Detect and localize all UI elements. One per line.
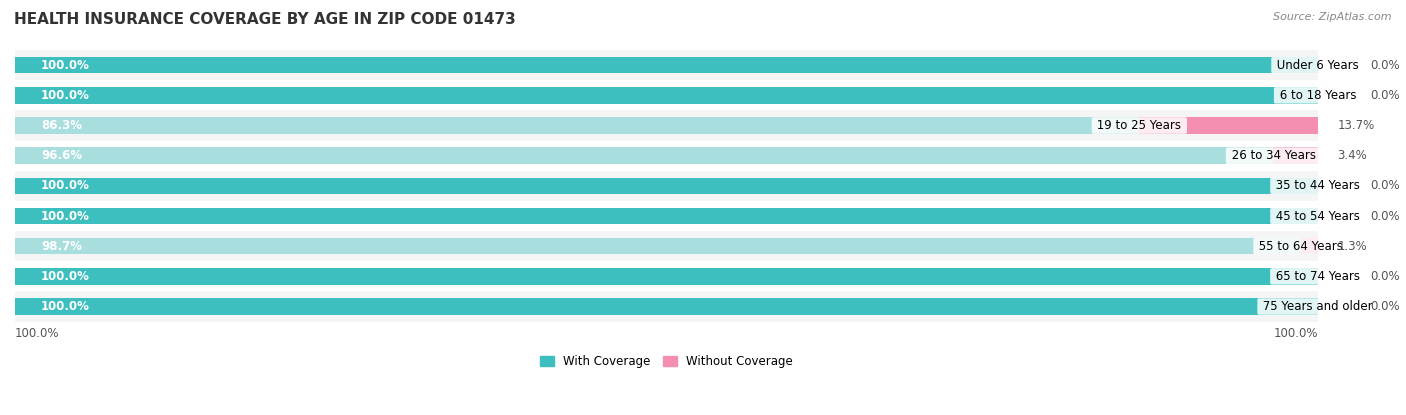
Text: 0.0%: 0.0% xyxy=(1369,300,1399,313)
Bar xyxy=(15,147,1274,164)
Text: 0.0%: 0.0% xyxy=(1369,179,1399,192)
Bar xyxy=(15,208,1317,224)
Text: 19 to 25 Years: 19 to 25 Years xyxy=(1094,119,1185,132)
Bar xyxy=(1317,87,1350,104)
Text: 0.0%: 0.0% xyxy=(1369,210,1399,222)
Text: 100.0%: 100.0% xyxy=(41,179,90,192)
Text: 100.0%: 100.0% xyxy=(41,59,90,72)
Text: 100.0%: 100.0% xyxy=(41,300,90,313)
Text: 0.0%: 0.0% xyxy=(1369,270,1399,283)
Bar xyxy=(15,291,1317,322)
Text: 100.0%: 100.0% xyxy=(41,270,90,283)
Text: Source: ZipAtlas.com: Source: ZipAtlas.com xyxy=(1274,12,1392,22)
Bar xyxy=(15,231,1317,261)
Bar xyxy=(15,171,1317,201)
Bar xyxy=(15,87,1317,104)
Bar xyxy=(15,298,1317,315)
Text: HEALTH INSURANCE COVERAGE BY AGE IN ZIP CODE 01473: HEALTH INSURANCE COVERAGE BY AGE IN ZIP … xyxy=(14,12,516,27)
Bar xyxy=(15,57,1317,73)
Text: Under 6 Years: Under 6 Years xyxy=(1272,59,1362,72)
Bar xyxy=(1317,57,1350,73)
Bar xyxy=(15,261,1317,291)
Bar xyxy=(15,141,1317,171)
Text: 13.7%: 13.7% xyxy=(1337,119,1375,132)
Bar xyxy=(1317,208,1350,224)
Bar xyxy=(1301,238,1317,254)
Text: 26 to 34 Years: 26 to 34 Years xyxy=(1227,149,1319,162)
Bar xyxy=(15,178,1317,194)
Text: 6 to 18 Years: 6 to 18 Years xyxy=(1275,89,1360,102)
Bar xyxy=(15,110,1317,141)
Text: 55 to 64 Years: 55 to 64 Years xyxy=(1256,240,1347,253)
Text: 0.0%: 0.0% xyxy=(1369,89,1399,102)
Bar xyxy=(15,268,1317,285)
Text: 3.4%: 3.4% xyxy=(1337,149,1367,162)
Text: 100.0%: 100.0% xyxy=(1274,327,1317,340)
Bar xyxy=(15,238,1301,254)
Bar xyxy=(1317,268,1350,285)
Text: 86.3%: 86.3% xyxy=(41,119,82,132)
Text: 45 to 54 Years: 45 to 54 Years xyxy=(1272,210,1364,222)
Text: 75 Years and older: 75 Years and older xyxy=(1260,300,1376,313)
Legend: With Coverage, Without Coverage: With Coverage, Without Coverage xyxy=(536,350,797,373)
Text: 96.6%: 96.6% xyxy=(41,149,82,162)
Text: 0.0%: 0.0% xyxy=(1369,59,1399,72)
Bar xyxy=(1317,178,1350,194)
Text: 35 to 44 Years: 35 to 44 Years xyxy=(1272,179,1364,192)
Bar xyxy=(15,50,1317,80)
Text: 100.0%: 100.0% xyxy=(41,210,90,222)
Bar xyxy=(15,80,1317,110)
Text: 98.7%: 98.7% xyxy=(41,240,82,253)
Text: 1.3%: 1.3% xyxy=(1337,240,1367,253)
Bar xyxy=(1317,298,1350,315)
Bar xyxy=(15,117,1139,134)
Text: 100.0%: 100.0% xyxy=(15,327,59,340)
Bar xyxy=(1139,117,1317,134)
Text: 100.0%: 100.0% xyxy=(41,89,90,102)
Bar xyxy=(15,201,1317,231)
Bar xyxy=(1274,147,1317,164)
Text: 65 to 74 Years: 65 to 74 Years xyxy=(1272,270,1364,283)
